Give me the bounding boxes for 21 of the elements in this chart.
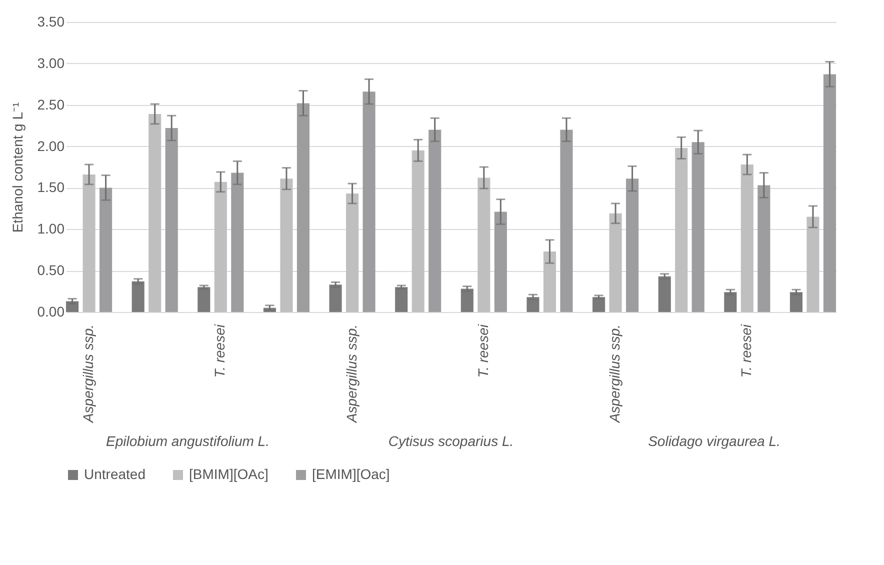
- y-axis-title: Ethanol content g L⁻¹: [9, 102, 26, 233]
- y-tick-label: 3.00: [37, 54, 65, 71]
- x-tick-label: T. reesei: [474, 324, 491, 378]
- y-tick-label: 1.00: [37, 220, 65, 237]
- x-tick-label: T. reesei: [738, 324, 754, 378]
- y-tick-label: 2.50: [37, 96, 65, 112]
- y-tick-label: 2.00: [37, 138, 65, 154]
- x-tick-label: T. reesei: [212, 324, 228, 378]
- legend-label: [BMIM][OAc]: [189, 466, 268, 482]
- text: Epilobium angustifolium L.: [106, 433, 270, 449]
- y-tick-label: 3.50: [37, 14, 65, 30]
- text: Solidago virgaurea L.: [648, 433, 780, 449]
- y-tick-label: 1.50: [37, 179, 65, 196]
- y-tick-label: 0.50: [37, 262, 65, 278]
- x-tick-label: Aspergillus ssp.: [80, 324, 96, 424]
- x-tick-label: Aspergillus ssp.: [606, 324, 623, 424]
- text: Cytisus scoparius L.: [388, 433, 514, 449]
- x-tick-label: Aspergillus ssp.: [343, 324, 360, 424]
- y-tick-label: 0.00: [37, 304, 65, 320]
- legend-label: [EMIM][Oac]: [312, 466, 390, 482]
- legend-label: Untreated: [84, 466, 146, 482]
